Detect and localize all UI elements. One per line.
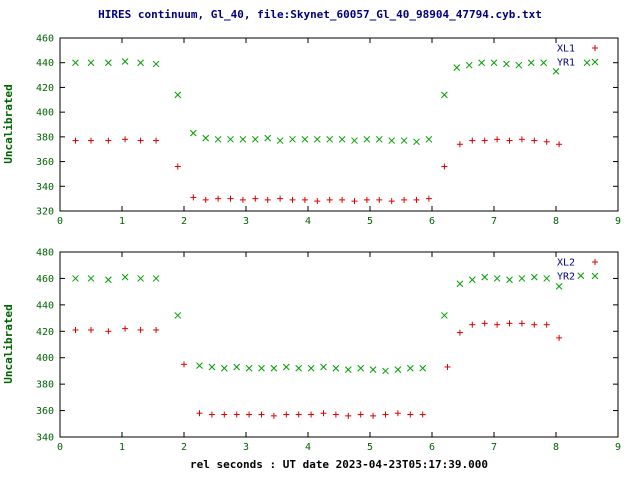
series-YR1 [72,58,591,146]
series-YR2 [72,272,585,375]
svg-text:3: 3 [243,442,249,453]
svg-text:0: 0 [57,442,63,453]
svg-text:380: 380 [36,380,54,391]
series-XL2 [72,320,563,419]
svg-text:3: 3 [243,216,249,227]
y-axis-label-top: Uncalibrated [2,84,15,163]
svg-text:YR1: YR1 [557,58,575,69]
y-axis-label-bottom: Uncalibrated [2,304,15,383]
svg-text:360: 360 [36,157,54,168]
svg-text:400: 400 [36,353,54,364]
svg-text:1: 1 [119,216,125,227]
panel-top-scatter: 0 1 2 3 4 5 6 7 8 9 320 340 360 380 400 420 440 460 XL1 YR1 [36,34,621,228]
svg-text:1: 1 [119,442,125,453]
svg-text:420: 420 [36,327,54,338]
svg-text:2: 2 [181,216,187,227]
svg-text:YR2: YR2 [557,272,575,283]
legend-entry-YR2: YR2 [557,272,599,283]
svg-text:480: 480 [36,248,54,259]
svg-text:7: 7 [491,442,497,453]
x-axis-label: rel seconds : UT date 2023-04-23T05:17:3… [190,458,488,471]
svg-text:8: 8 [553,442,559,453]
legend-entry-XL2: XL2 [557,258,598,269]
svg-text:XL2: XL2 [557,258,575,269]
svg-text:360: 360 [36,406,54,417]
svg-text:4: 4 [305,442,311,453]
svg-text:6: 6 [429,442,435,453]
svg-text:340: 340 [36,182,54,193]
svg-text:5: 5 [367,216,373,227]
chart-title: HIRES continuum, Gl_40, file:Skynet_6005… [98,8,542,21]
svg-text:9: 9 [615,442,621,453]
svg-text:5: 5 [367,442,373,453]
svg-text:460: 460 [36,274,54,285]
svg-text:320: 320 [36,207,54,218]
svg-text:0: 0 [57,216,63,227]
panel-bottom-scatter: 0 1 2 3 4 5 6 7 8 9 340 360 380 400 420 440 460 480 XL2 YR2 [36,248,621,454]
svg-text:440: 440 [36,300,54,311]
series-XL1 [72,136,563,205]
svg-text:6: 6 [429,216,435,227]
svg-text:XL1: XL1 [557,44,575,55]
svg-text:440: 440 [36,58,54,69]
legend-entry-YR1: YR1 [557,58,599,69]
svg-text:400: 400 [36,108,54,119]
svg-text:7: 7 [491,216,497,227]
svg-text:9: 9 [615,216,621,227]
svg-text:340: 340 [36,433,54,444]
svg-text:4: 4 [305,216,311,227]
svg-text:420: 420 [36,83,54,94]
svg-text:8: 8 [553,216,559,227]
svg-text:380: 380 [36,132,54,143]
svg-text:2: 2 [181,442,187,453]
svg-text:460: 460 [36,34,54,45]
legend-entry-XL1: XL1 [557,44,598,55]
